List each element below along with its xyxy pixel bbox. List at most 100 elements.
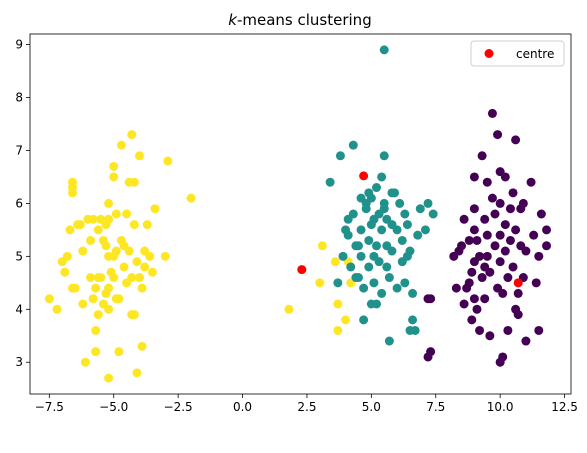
cluster-1-point <box>353 273 363 283</box>
x-tick-label: −7.5 <box>35 400 64 414</box>
x-tick-label: 10.0 <box>487 400 514 414</box>
cluster-0-point <box>132 368 142 378</box>
cluster-1-point <box>392 225 402 235</box>
cluster-0-point <box>134 273 144 283</box>
cluster-2-point <box>498 352 508 362</box>
cluster-2-point <box>536 209 546 219</box>
cluster-0-point <box>114 347 124 357</box>
cluster-0-point <box>129 310 139 320</box>
cluster-2-point <box>500 246 510 256</box>
cluster-2-point <box>475 325 485 335</box>
cluster-0-point <box>111 246 121 256</box>
legend-box <box>470 40 565 67</box>
cluster-0-point <box>124 246 134 256</box>
cluster-0-point <box>315 278 325 288</box>
cluster-1-point <box>364 188 374 198</box>
cluster-0-point <box>129 177 139 187</box>
cluster-2-point <box>531 278 541 288</box>
cluster-0-point <box>109 161 119 171</box>
cluster-1-point <box>372 183 381 193</box>
cluster-0-point <box>333 325 343 335</box>
cluster-1-point <box>408 315 418 325</box>
cluster-2-point <box>457 241 467 251</box>
cluster-2-point <box>464 278 474 288</box>
cluster-2-point <box>480 262 490 272</box>
cluster-0-point <box>68 188 78 198</box>
cluster-0-point <box>109 273 119 283</box>
cluster-1-point <box>384 336 394 346</box>
cluster-0-point <box>78 299 88 309</box>
cluster-1-point <box>387 246 397 256</box>
cluster-1-point <box>382 262 392 272</box>
cluster-0-point <box>147 267 157 277</box>
cluster-0-point <box>114 294 124 304</box>
centre-point <box>297 265 307 275</box>
cluster-2-point <box>505 235 515 245</box>
cluster-1-point <box>377 172 387 182</box>
cluster-0-point <box>44 294 54 304</box>
cluster-0-point <box>91 347 101 357</box>
cluster-0-point <box>86 235 96 245</box>
cluster-1-point <box>377 288 387 298</box>
y-tick-label: 7 <box>15 143 23 157</box>
cluster-2-point <box>467 267 477 277</box>
cluster-1-point <box>402 220 412 230</box>
legend-marker-centre <box>484 49 494 58</box>
cluster-0-point <box>91 283 101 293</box>
x-tick-label: −5.0 <box>99 400 128 414</box>
cluster-0-point <box>78 246 88 256</box>
cluster-2-point <box>495 230 505 240</box>
y-tick-label: 5 <box>15 249 23 263</box>
legend-label-centre: centre <box>516 47 554 61</box>
cluster-2-point <box>482 251 492 261</box>
cluster-2-point <box>482 230 492 240</box>
cluster-2-point <box>542 241 552 251</box>
y-tick-label: 8 <box>15 91 23 105</box>
cluster-0-point <box>52 304 62 314</box>
cluster-2-point <box>464 235 474 245</box>
cluster-2-point <box>529 230 539 240</box>
cluster-0-point <box>137 283 147 293</box>
cluster-2-point <box>495 198 505 208</box>
cluster-1-point <box>413 230 423 240</box>
cluster-1-point <box>379 45 389 55</box>
cluster-2-point <box>495 257 505 267</box>
cluster-1-point <box>408 288 418 298</box>
cluster-1-point <box>420 225 430 235</box>
cluster-2-point <box>508 262 518 272</box>
x-tick-label: 2.5 <box>297 400 316 414</box>
cluster-1-point <box>348 209 358 219</box>
cluster-1-point <box>325 177 335 187</box>
cluster-2-point <box>475 251 485 261</box>
x-axis: −7.5 −5.0 −2.5 0.0 2.5 5.0 7.5 10.0 12.5 <box>35 394 578 414</box>
cluster-2-point <box>469 172 479 182</box>
y-tick-label: 3 <box>15 355 23 369</box>
cluster-2-point <box>487 193 497 203</box>
cluster-0-point <box>186 193 196 203</box>
cluster-2-point <box>459 299 469 309</box>
cluster-0-point <box>91 325 101 335</box>
cluster-1-point <box>397 235 407 245</box>
x-tick-label: 12.5 <box>551 400 578 414</box>
cluster-0-point <box>104 283 114 293</box>
cluster-0-point <box>88 294 98 304</box>
cluster-1-point <box>428 209 438 219</box>
cluster-1-point <box>374 257 384 267</box>
cluster-0-point <box>93 310 103 320</box>
cluster-2-point <box>477 273 487 283</box>
cluster-1-point <box>361 204 371 214</box>
y-tick-label: 6 <box>15 196 23 210</box>
cluster-0-point <box>150 204 160 214</box>
x-tick-label: 7.5 <box>426 400 445 414</box>
cluster-0-point <box>104 373 114 383</box>
cluster-1-point <box>359 315 369 325</box>
cluster-0-point <box>284 304 294 314</box>
cluster-1-point <box>405 246 415 256</box>
cluster-0-point <box>129 220 139 230</box>
cluster-2-point <box>482 177 492 187</box>
cluster-1-point <box>377 225 387 235</box>
cluster-2-point <box>542 225 552 235</box>
centre-point <box>513 278 523 288</box>
cluster-2-point <box>521 246 531 256</box>
